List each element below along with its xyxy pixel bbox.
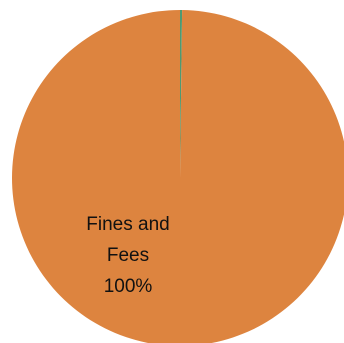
pie-slice-other: [180, 10, 183, 178]
slice-label-line: 100%: [104, 276, 153, 297]
pie-slice-fines-and-fees: [12, 10, 344, 343]
slice-label-line: Fees: [107, 245, 149, 266]
slice-label-fines-and-fees: Fines and Fees 100%: [86, 214, 169, 297]
slice-label-line: Fines and: [86, 214, 169, 235]
